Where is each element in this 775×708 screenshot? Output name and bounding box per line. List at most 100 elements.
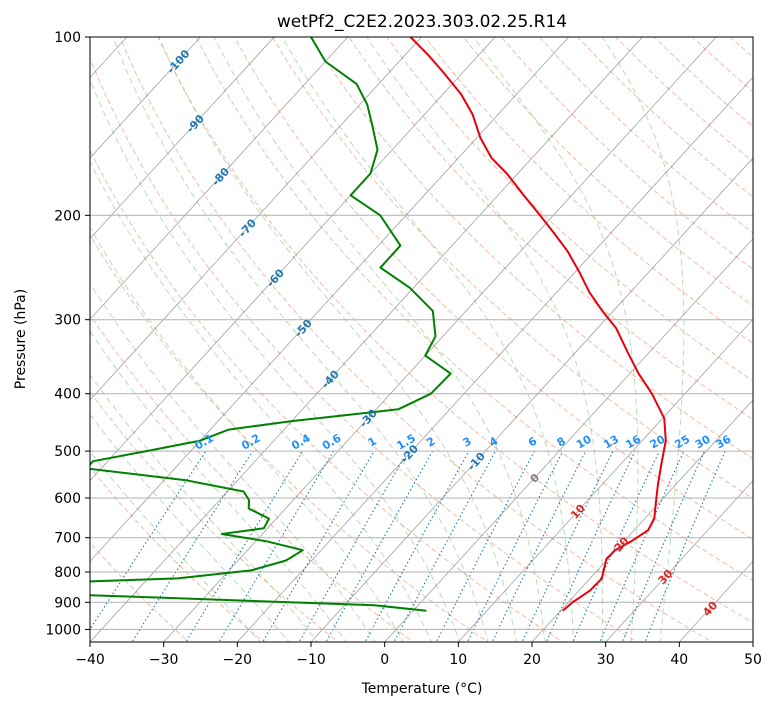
dry-adiabat: [90, 233, 489, 642]
background-lines: [90, 37, 775, 644]
y-tick-label: 300: [54, 313, 81, 329]
dry-adiabat: [195, 37, 753, 582]
axes: −40 −30 −20 −10 0 10 20 30 40 5010020030040050060…: [45, 30, 762, 668]
mixing-ratio-label: 6: [526, 434, 539, 449]
isotherm-line: [90, 37, 201, 159]
isotherm-line: [90, 37, 275, 240]
dry-adiabat: [90, 313, 414, 642]
y-tick-label: 400: [54, 387, 81, 403]
moist-adiabat: [90, 78, 461, 642]
isotherm-line: [90, 37, 422, 401]
moist-adiabat: [90, 226, 404, 642]
temperature-profile: [409, 37, 667, 612]
mixing-ratio-label: 8: [555, 435, 568, 450]
x-axis-label: Temperature (°C): [361, 681, 483, 697]
mixing-ratio-label: 36: [714, 432, 734, 451]
y-tick-label: 100: [54, 30, 81, 46]
y-axis-label: Pressure (hPa): [13, 289, 29, 389]
line-labels: 0.1 0.2 0.4 0.6 1 1.5 2 3 4 6 8 10 13 16 20 25 30 36-100-…: [164, 47, 733, 619]
mixing-ratio-line: [644, 450, 726, 642]
mixing-ratio-line: [435, 450, 535, 642]
y-tick-label: 200: [54, 208, 81, 224]
mixing-ratio-line: [545, 450, 636, 642]
isotherm-label: -100: [164, 47, 192, 76]
dry-adiabat: [272, 37, 753, 500]
y-tick-label: 800: [54, 565, 81, 581]
dry-adiabat: [348, 37, 753, 421]
moist-adiabat: [90, 373, 319, 642]
mixing-ratio-line: [393, 450, 496, 642]
mixing-ratio-line: [621, 450, 706, 642]
moist-adiabat: [281, 37, 575, 642]
isotherm-line: [163, 37, 717, 642]
mixing-ratio-line: [521, 450, 614, 642]
moist-adiabat: [90, 450, 261, 642]
moist-adiabat: [90, 413, 290, 642]
mixing-ratio-label: 13: [601, 433, 621, 452]
mixing-ratio-label: 0.1: [192, 432, 215, 453]
isotherm-line: [384, 238, 753, 642]
moist-adiabat: [601, 37, 685, 642]
x-tick-label: −40: [75, 652, 105, 668]
mixing-ratio-line: [131, 450, 254, 642]
y-tick-label: 500: [54, 444, 81, 460]
dry-adiabat: [577, 37, 753, 198]
x-tick-label: −10: [296, 652, 326, 668]
mixing-ratio-label: 0.2: [239, 432, 262, 453]
isotherm-line: [90, 37, 643, 642]
dry-adiabat: [424, 37, 753, 344]
dry-adiabat: [539, 37, 753, 234]
mixing-ratio-label: 1: [366, 435, 379, 450]
y-tick-label: 600: [54, 491, 81, 507]
dry-adiabat: [90, 466, 265, 642]
isotherm-line: [310, 157, 753, 642]
moist-adiabat: [213, 37, 546, 642]
chart-title: wetPf2_C2E2.2023.303.02.25.R14: [277, 12, 567, 32]
y-tick-label: 900: [54, 595, 81, 611]
mixing-ratio-line: [218, 450, 334, 642]
dry-adiabat: [769, 37, 775, 644]
isotherm-line: [752, 641, 753, 642]
dry-adiabat: [233, 37, 753, 540]
dry-adiabat: [310, 37, 753, 460]
x-tick-label: 0: [380, 652, 389, 668]
mixing-ratio-label: 30: [693, 432, 713, 451]
mixing-ratio-label: 0.4: [289, 431, 313, 452]
isotherm-line: [237, 76, 753, 642]
mixing-ratio-line: [90, 450, 207, 631]
mixing-ratio-label: 25: [672, 433, 692, 452]
x-tick-label: −20: [223, 652, 253, 668]
dry-adiabat: [90, 57, 638, 642]
mixing-ratio-label: 10: [574, 432, 594, 451]
y-tick-label: 1000: [45, 622, 81, 638]
mixing-ratio-line: [466, 450, 564, 642]
y-tick-label: 700: [54, 531, 81, 547]
isotherm-line: [90, 37, 496, 482]
x-tick-label: 30: [597, 652, 615, 668]
x-tick-label: −30: [149, 652, 179, 668]
x-tick-label: 10: [449, 652, 467, 668]
dry-adiabat: [90, 149, 564, 642]
mixing-ratio-label: 16: [623, 432, 643, 451]
x-tick-label: 20: [523, 652, 541, 668]
mixing-ratio-label: 0.6: [320, 431, 344, 452]
plot-frame: [89, 36, 754, 643]
x-tick-label: 50: [744, 652, 762, 668]
mixing-ratio-line: [262, 450, 375, 642]
isotherm-line: [458, 318, 753, 642]
profile-lines: [90, 37, 667, 612]
isotherm-line: [605, 480, 753, 642]
isotherm-line: [531, 399, 753, 642]
mixing-ratio-line: [599, 450, 685, 642]
isotherm-line: [90, 37, 349, 320]
dewpoint-profile: [90, 37, 452, 612]
mixing-ratio-line: [185, 450, 304, 642]
x-tick-label: 40: [670, 652, 688, 668]
mixing-ratio-line: [364, 450, 470, 642]
isotherm-line: [90, 37, 570, 562]
mixing-ratio-label: 2: [424, 435, 437, 450]
mixing-ratio-line: [298, 450, 409, 642]
dry-adiabat: [386, 37, 753, 382]
